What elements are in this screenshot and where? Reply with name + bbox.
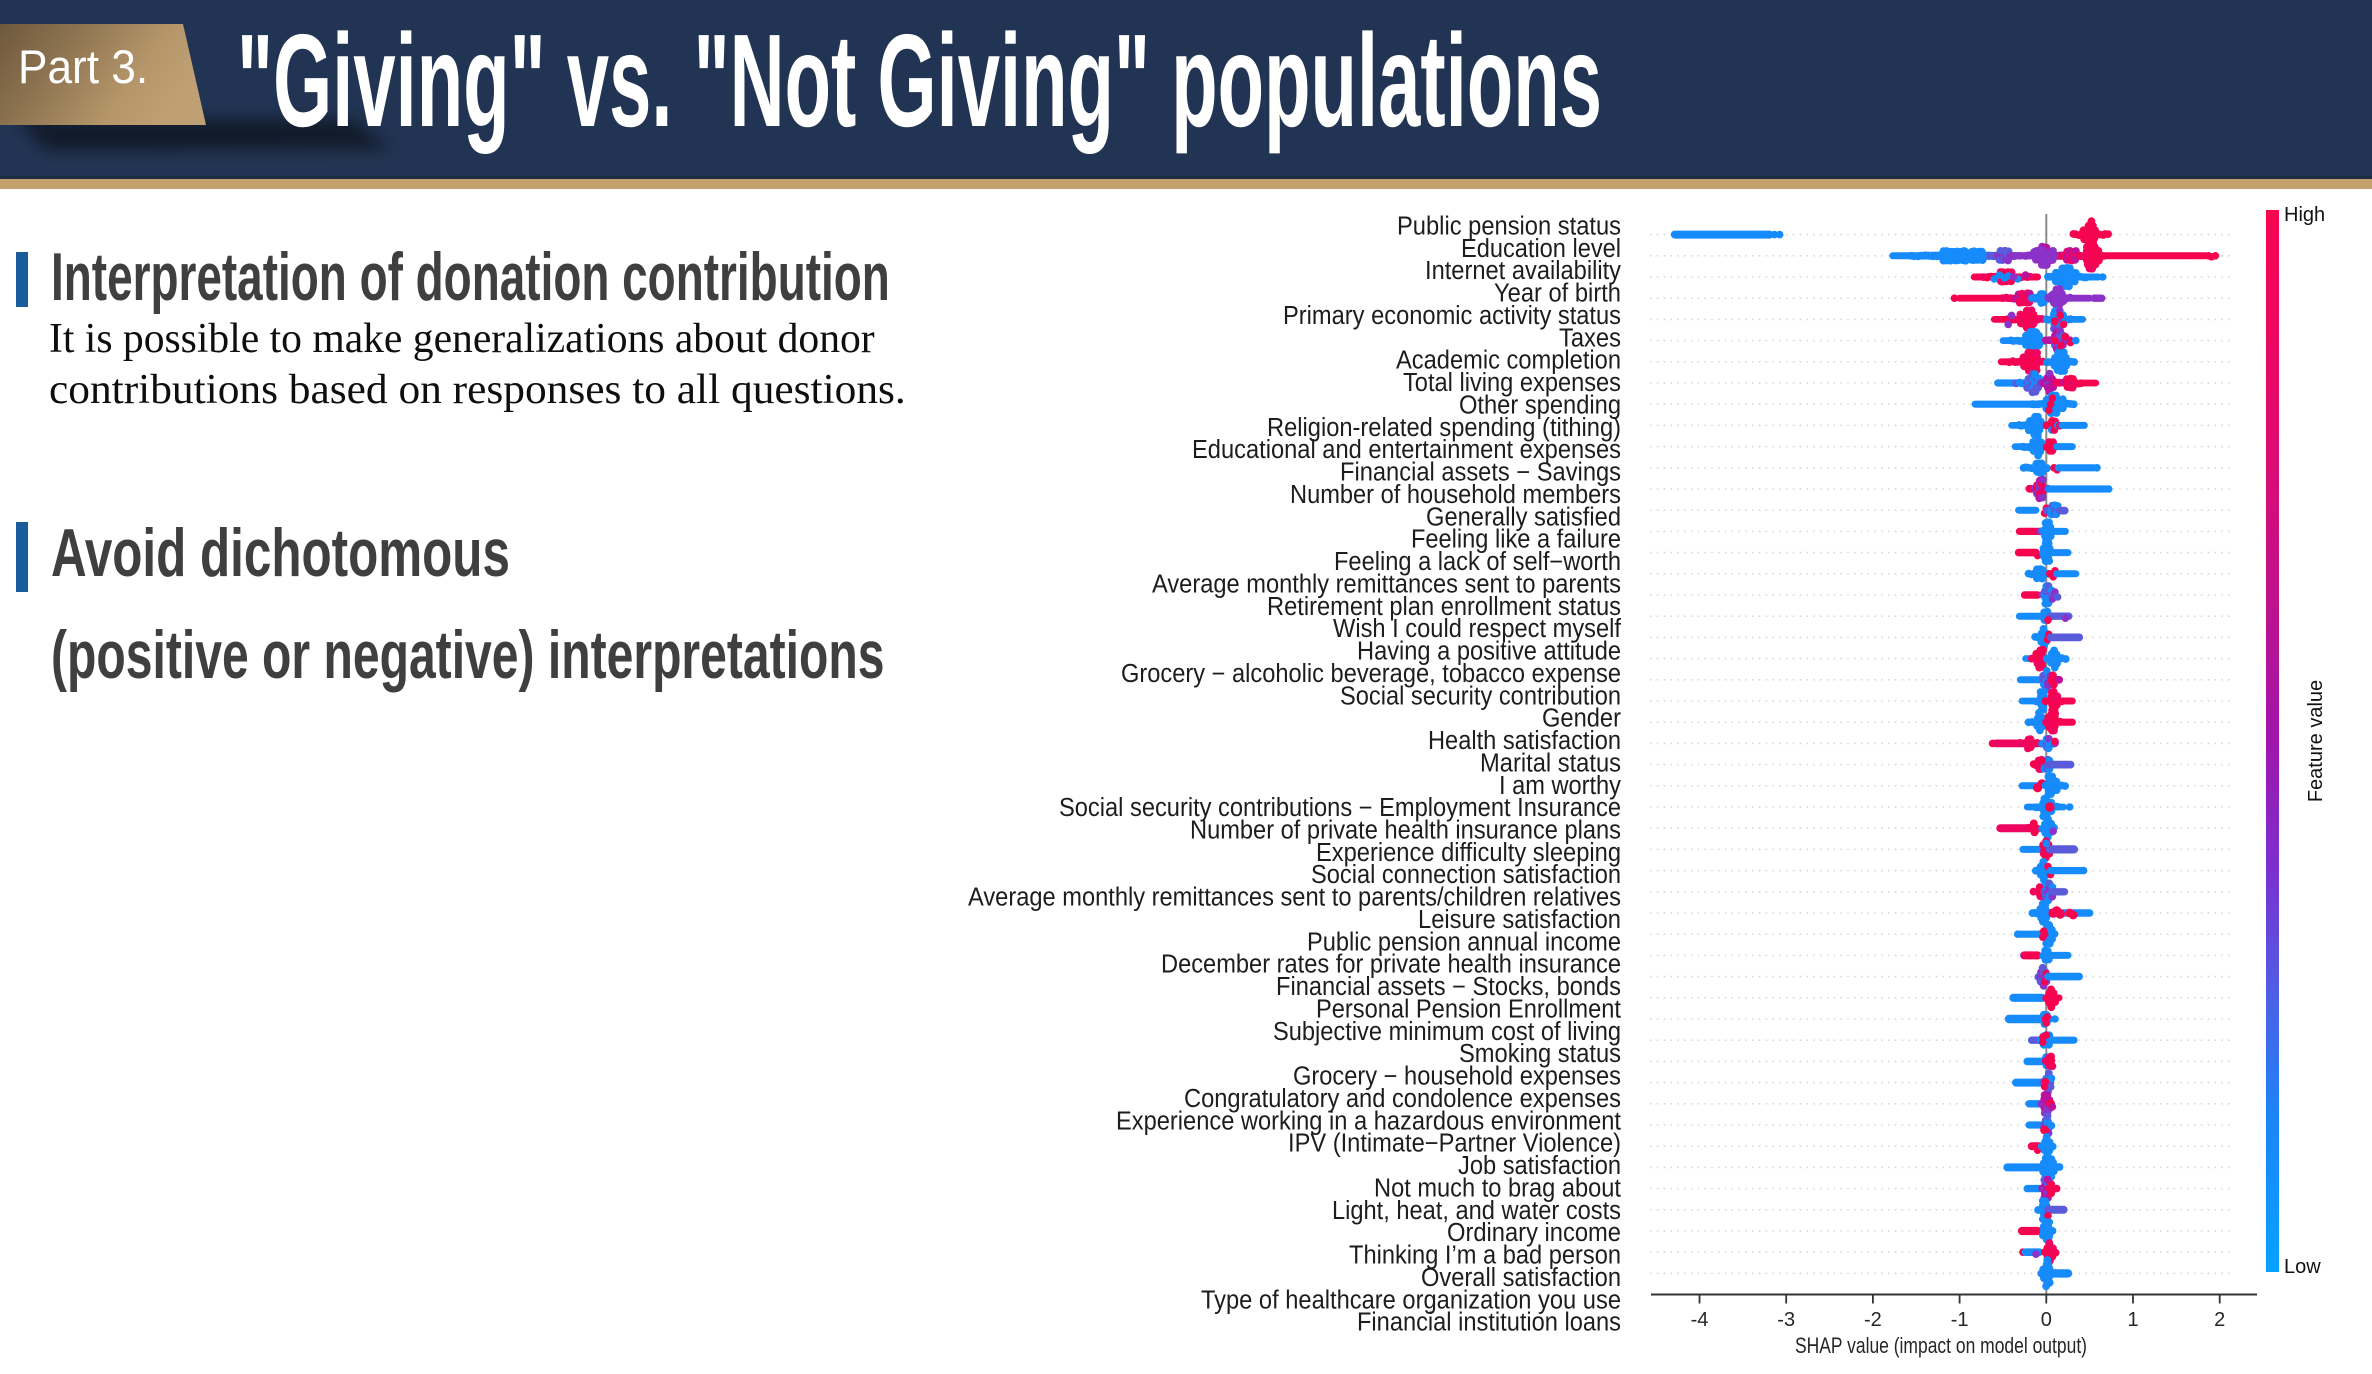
svg-text:Experience working in a hazard: Experience working in a hazardous enviro… <box>1116 1107 1621 1135</box>
svg-text:Internet availability: Internet availability <box>1425 257 1621 285</box>
svg-text:Public pension annual income: Public pension annual income <box>1307 928 1621 956</box>
svg-text:Average monthly remittances se: Average monthly remittances sent to pare… <box>1152 570 1621 598</box>
svg-text:Social connection satisfaction: Social connection satisfaction <box>1311 861 1621 889</box>
svg-text:Taxes: Taxes <box>1559 324 1621 352</box>
svg-text:Experience difficulty sleeping: Experience difficulty sleeping <box>1316 839 1621 867</box>
svg-text:Religion-related spending (tit: Religion-related spending (tithing) <box>1267 414 1621 442</box>
svg-text:Feeling like a failure: Feeling like a failure <box>1411 526 1621 554</box>
svg-text:-4: -4 <box>1691 1309 1709 1331</box>
svg-text:Not much to brag about: Not much to brag about <box>1374 1174 1621 1202</box>
svg-text:0: 0 <box>2041 1309 2052 1331</box>
svg-text:Social security contributions: Social security contributions − Employme… <box>1059 794 1621 822</box>
svg-text:Grocery − alcoholic beverage,: Grocery − alcoholic beverage, tobacco ex… <box>1121 660 1621 688</box>
svg-text:Feeling a lack of self−worth: Feeling a lack of self−worth <box>1334 548 1621 576</box>
svg-text:Social security contribution: Social security contribution <box>1340 682 1621 710</box>
svg-text:Grocery − household expenses: Grocery − household expenses <box>1293 1063 1621 1091</box>
svg-text:Financial institution loans: Financial institution loans <box>1357 1309 1621 1337</box>
svg-text:Personal Pension Enrollment: Personal Pension Enrollment <box>1316 996 1621 1024</box>
svg-text:Public pension status: Public pension status <box>1397 213 1621 241</box>
svg-text:Number of private health insur: Number of private health insurance plans <box>1190 817 1621 845</box>
svg-text:I am worthy: I am worthy <box>1499 772 1621 800</box>
svg-text:Financial assets − Stocks, bon: Financial assets − Stocks, bonds <box>1276 973 1621 1001</box>
svg-text:Education level: Education level <box>1461 235 1621 263</box>
svg-text:Number of household members: Number of household members <box>1290 481 1621 509</box>
svg-text:Leisure satisfaction: Leisure satisfaction <box>1418 906 1621 934</box>
svg-text:Primary economic activity stat: Primary economic activity status <box>1283 302 1621 330</box>
svg-text:Marital status: Marital status <box>1480 749 1621 777</box>
svg-text:Having a positive attitude: Having a positive attitude <box>1357 638 1621 666</box>
svg-text:SHAP value (impact on model ou: SHAP value (impact on model output) <box>1795 1333 2087 1358</box>
svg-text:2: 2 <box>2214 1309 2225 1331</box>
svg-text:Thinking I’m a bad person: Thinking I’m a bad person <box>1349 1242 1621 1270</box>
svg-text:Generally satisfied: Generally satisfied <box>1426 503 1621 531</box>
svg-text:Smoking status: Smoking status <box>1459 1040 1621 1068</box>
svg-text:Year of birth: Year of birth <box>1494 280 1621 308</box>
svg-text:-1: -1 <box>1951 1309 1969 1331</box>
svg-text:-2: -2 <box>1864 1309 1882 1331</box>
svg-text:Gender: Gender <box>1542 705 1621 733</box>
svg-text:Subjective minimum cost of liv: Subjective minimum cost of living <box>1273 1018 1621 1046</box>
svg-text:1: 1 <box>2127 1309 2138 1331</box>
svg-text:High: High <box>2284 204 2325 226</box>
svg-text:Average monthly remittances se: Average monthly remittances sent to pare… <box>968 884 1621 912</box>
svg-text:Other spending: Other spending <box>1459 392 1621 420</box>
svg-text:Low: Low <box>2284 1256 2321 1278</box>
svg-text:Job satisfaction: Job satisfaction <box>1458 1152 1621 1180</box>
svg-text:Type of healthcare organizatio: Type of healthcare organization you use <box>1201 1286 1621 1314</box>
svg-text:Educational and entertainment: Educational and entertainment expenses <box>1192 436 1621 464</box>
svg-text:Academic completion: Academic completion <box>1396 347 1621 375</box>
svg-text:-3: -3 <box>1777 1309 1795 1331</box>
svg-text:Overall satisfaction: Overall satisfaction <box>1421 1264 1621 1292</box>
svg-text:Retirement plan enrollment sta: Retirement plan enrollment status <box>1267 593 1621 621</box>
svg-text:Ordinary income: Ordinary income <box>1447 1219 1621 1247</box>
svg-text:Total living expenses: Total living expenses <box>1403 369 1621 397</box>
svg-text:December rates for private hea: December rates for private health insura… <box>1161 951 1621 979</box>
svg-text:Light, heat, and water costs: Light, heat, and water costs <box>1332 1197 1621 1225</box>
svg-text:Financial assets − Savings: Financial assets − Savings <box>1340 459 1621 487</box>
svg-text:Health satisfaction: Health satisfaction <box>1428 727 1621 755</box>
svg-text:Congratulatory and condolence: Congratulatory and condolence expenses <box>1184 1085 1621 1113</box>
svg-text:IPV (Intimate−Partner Violence: IPV (Intimate−Partner Violence) <box>1288 1130 1621 1158</box>
svg-text:Wish I could respect myself: Wish I could respect myself <box>1333 615 1622 643</box>
svg-text:Feature value: Feature value <box>2305 680 2327 802</box>
